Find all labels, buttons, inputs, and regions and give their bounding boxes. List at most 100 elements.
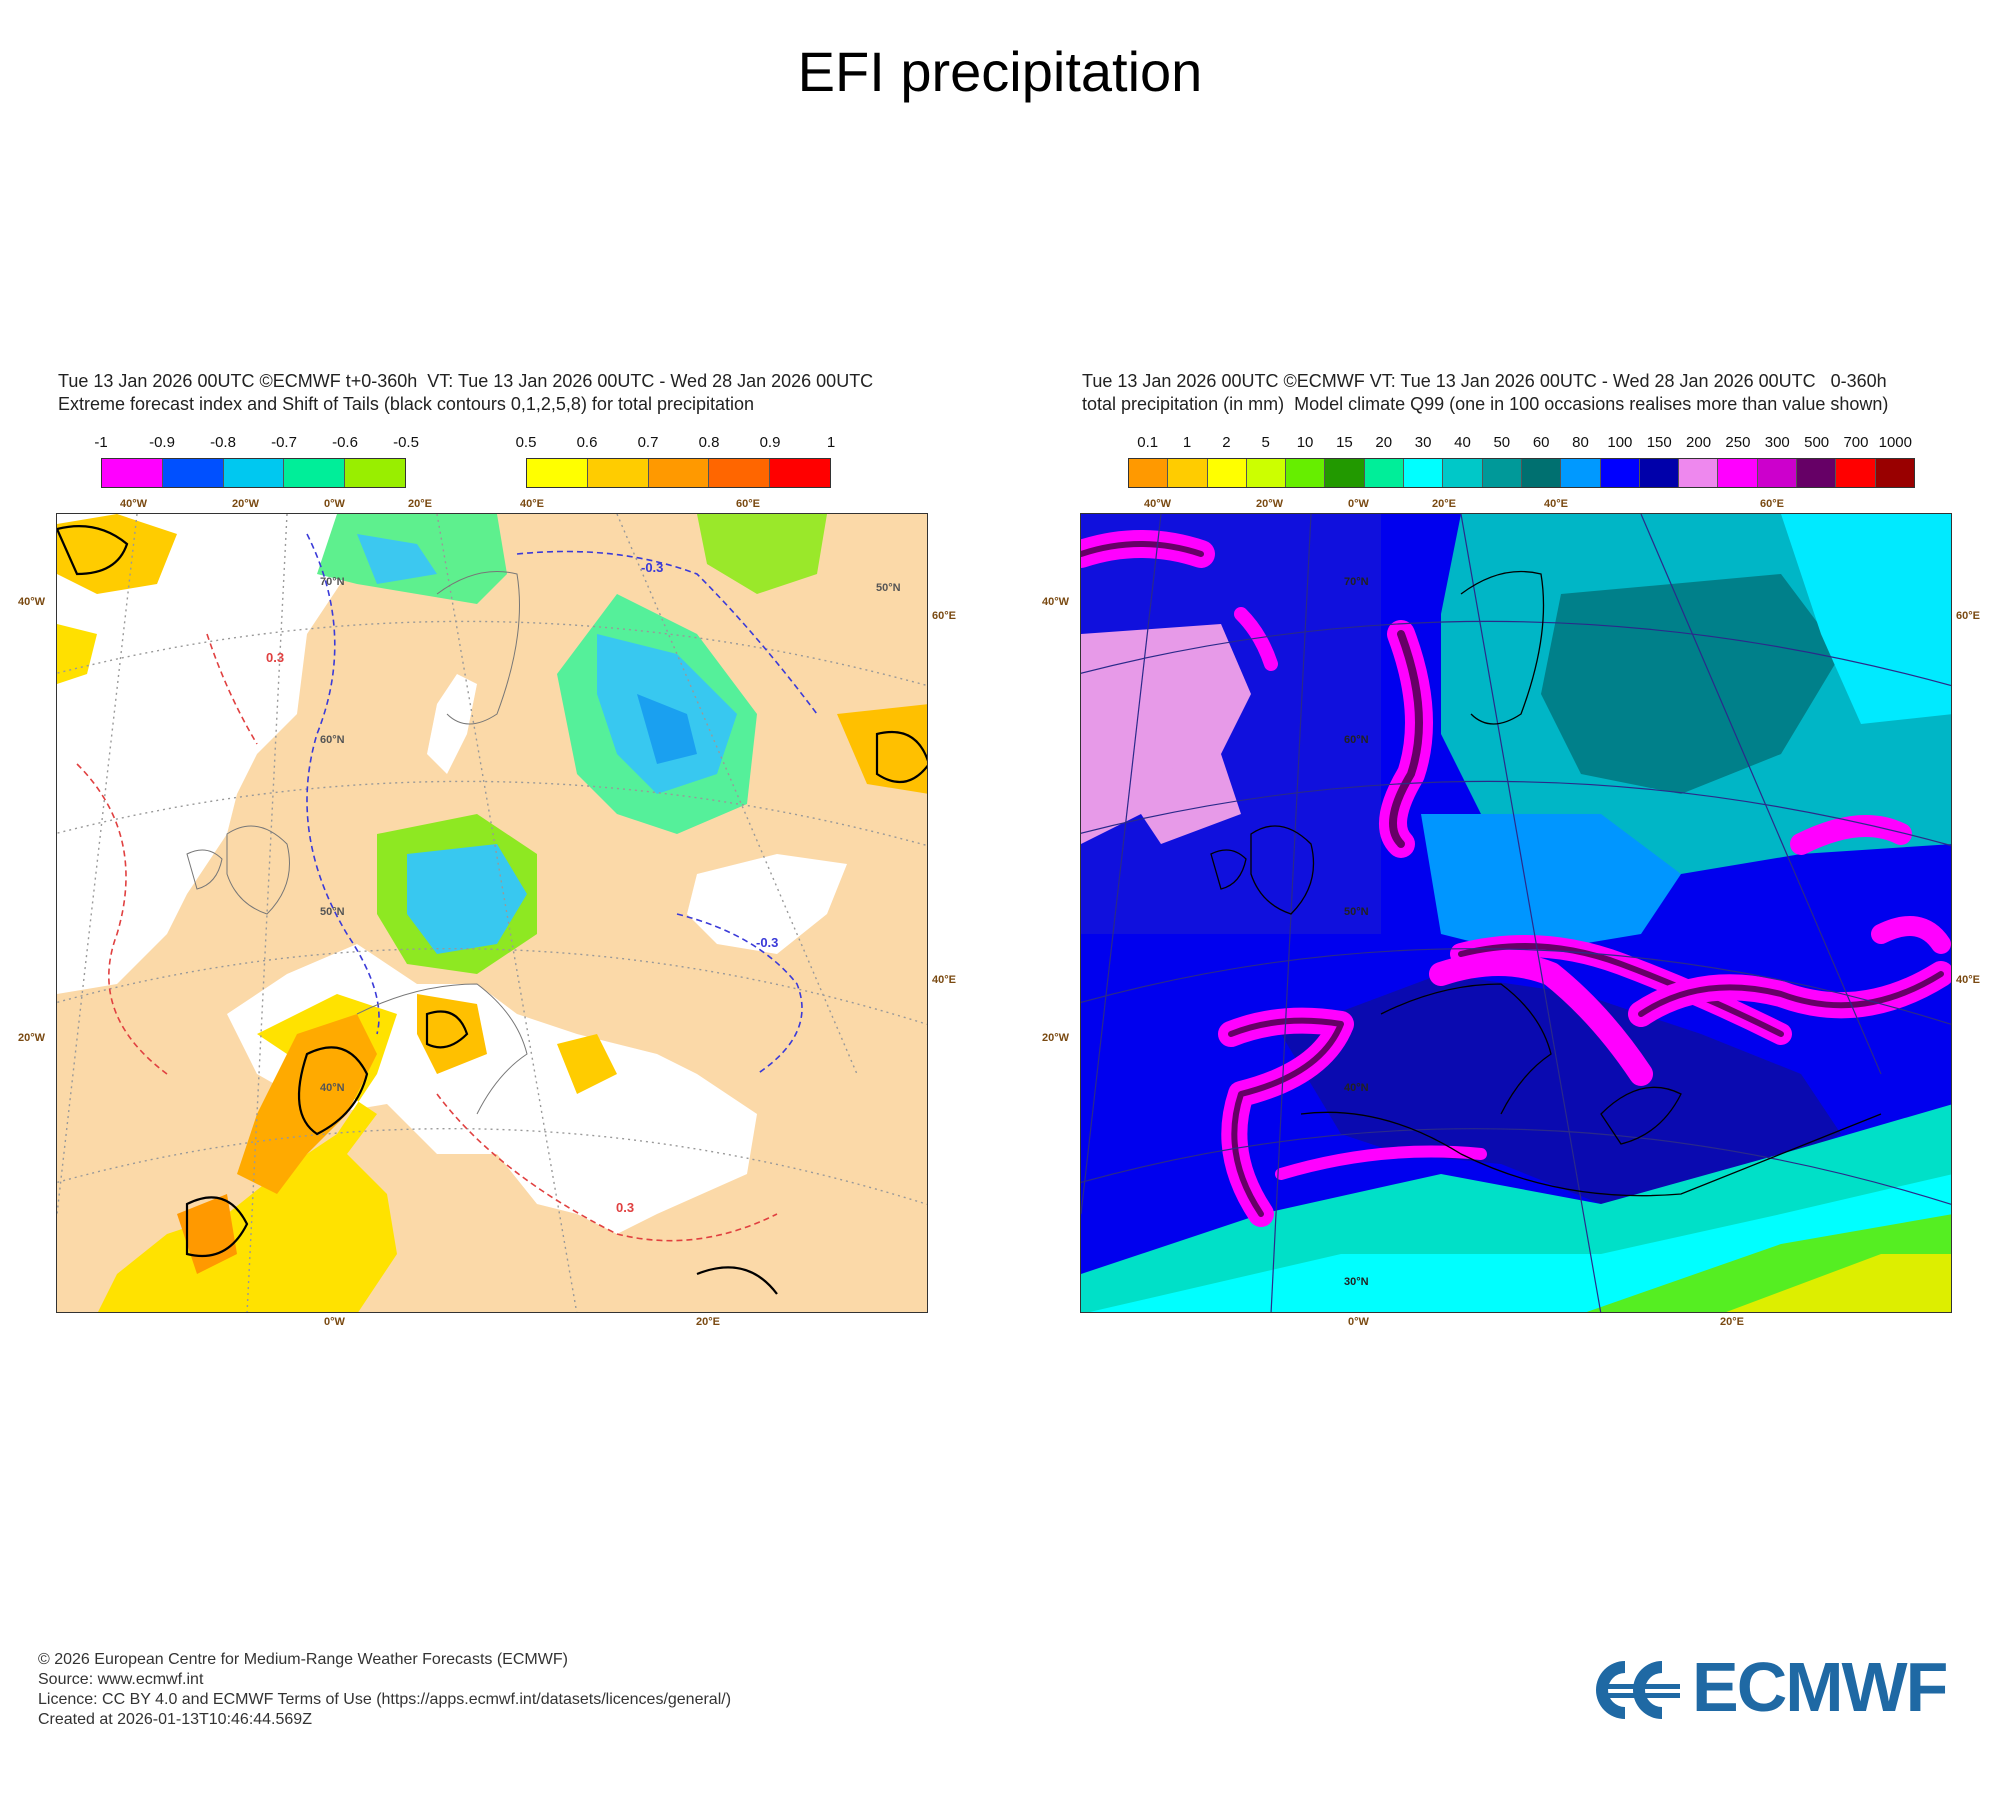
efi-lon-label-top-3: 0°W — [324, 498, 345, 510]
q99-color-15 — [1679, 459, 1719, 487]
q99-tick-3: 2 — [1222, 434, 1231, 451]
efi-positive-color-1 — [527, 459, 588, 487]
efi-lon-label-top-5: 40°E — [520, 498, 544, 510]
q99-color-3 — [1207, 459, 1247, 487]
q99-lat-label-inner-4: 40°N — [1344, 1082, 1369, 1094]
q99-tick-12: 80 — [1572, 434, 1589, 451]
q99-legend-ticks: 0.1 1 2 5 10 15 20 30 40 50 60 80 100 150 200 250 300 500… — [1128, 434, 1928, 456]
efi-negative-colorbar — [101, 458, 406, 488]
efi-lon-label-top-1: 40°W — [120, 498, 148, 510]
q99-tick-13: 100 — [1607, 434, 1633, 451]
efi-lon-label-top-2: 20°W — [232, 498, 260, 510]
efi-lon-label-bottom-1: 0°W — [324, 1316, 345, 1328]
efi-negative-color-2 — [162, 459, 224, 487]
efi-negative-legend-ticks: -1 -0.9 -0.8 -0.7 -0.6 -0.5 — [94, 434, 419, 456]
q99-tick-20: 1000 — [1878, 434, 1912, 451]
q99-tick-11: 60 — [1532, 434, 1550, 451]
efi-negative-legend: -1 -0.9 -0.8 -0.7 -0.6 -0.5 — [94, 434, 419, 494]
q99-lon-label-top-5: 40°E — [1544, 498, 1568, 510]
q99-color-11 — [1521, 459, 1562, 487]
efi-lat-label-left-1: 40°W — [18, 596, 46, 608]
efi-map-canvas — [57, 514, 927, 1312]
efi-lat-label-inner-4: 40°N — [320, 1082, 345, 1094]
q99-color-4 — [1246, 459, 1287, 487]
q99-color-10 — [1482, 459, 1522, 487]
q99-tick-5: 10 — [1296, 434, 1314, 451]
q99-colorbar — [1128, 458, 1915, 488]
efi-negative-tick-6: -0.5 — [393, 434, 419, 451]
q99-color-8 — [1404, 459, 1444, 487]
efi-map[interactable] — [56, 513, 928, 1313]
q99-tick-1: 0.1 — [1137, 434, 1159, 451]
efi-positive-color-5 — [770, 459, 830, 487]
q99-map[interactable] — [1080, 513, 1952, 1313]
efi-lat-label-right-2: 40°E — [932, 974, 956, 986]
efi-lat-label-right-1: 60°E — [932, 610, 956, 622]
q99-color-12 — [1561, 459, 1601, 487]
q99-color-13 — [1600, 459, 1640, 487]
climate-q99-panel: Tue 13 Jan 2026 00UTC ©ECMWF VT: Tue 13 … — [1042, 370, 1980, 1330]
q99-color-20 — [1875, 459, 1914, 487]
efi-lon-label-top-6: 60°E — [736, 498, 760, 510]
q99-tick-16: 250 — [1725, 434, 1751, 451]
efi-negative-tick-2: -0.9 — [149, 434, 175, 451]
q99-tick-17: 300 — [1764, 434, 1790, 451]
efi-negative-tick-1: -1 — [94, 434, 108, 451]
efi-negative-tick-3: -0.8 — [210, 434, 236, 451]
efi-negative-color-5 — [345, 459, 405, 487]
efi-positive-tick-2: 0.6 — [576, 434, 598, 451]
q99-lat-label-inner-2: 60°N — [1344, 734, 1369, 746]
footer-source: Source: www.ecmwf.int — [38, 1671, 204, 1688]
efi-positive-colorbar — [526, 458, 831, 488]
page-title: EFI precipitation — [797, 40, 1203, 103]
q99-lon-label-bottom-2: 20°E — [1720, 1316, 1744, 1328]
ecmwf-logo: ECMWF — [1590, 1648, 1970, 1726]
efi-lat-label-inner-2: 60°N — [320, 734, 345, 746]
q99-color-19 — [1836, 459, 1876, 487]
q99-color-14 — [1639, 459, 1680, 487]
q99-tick-14: 150 — [1646, 434, 1672, 451]
efi-lat-label-inner-3: 50°N — [320, 906, 345, 918]
q99-header-line1: Tue 13 Jan 2026 00UTC ©ECMWF VT: Tue 13 … — [1082, 371, 1887, 391]
efi-header-line1: Tue 13 Jan 2026 00UTC ©ECMWF t+0-360h VT… — [58, 371, 874, 391]
efi-positive-color-3 — [648, 459, 710, 487]
q99-color-6 — [1325, 459, 1365, 487]
efi-contour-label-pos-1: 0.3 — [266, 650, 285, 665]
footer-copyright: © 2026 European Centre for Medium-Range … — [38, 1651, 568, 1668]
q99-tick-19: 700 — [1843, 434, 1869, 451]
efi-positive-tick-4: 0.8 — [698, 434, 720, 451]
q99-lat-label-inner-5: 30°N — [1344, 1276, 1369, 1288]
footer-created: Created at 2026-01-13T10:46:44.569Z — [38, 1711, 312, 1728]
q99-color-5 — [1286, 459, 1326, 487]
efi-contour-label-pos-2: 0.3 — [616, 1200, 635, 1215]
q99-lon-label-top-1: 40°W — [1144, 498, 1172, 510]
efi-positive-tick-6: 1 — [826, 434, 836, 451]
q99-lat-label-left-1: 40°W — [1042, 596, 1070, 608]
efi-lat-label-inner-5: 50°N — [876, 582, 901, 594]
efi-contour-label-neg-1: -0.3 — [641, 560, 664, 575]
q99-color-17 — [1757, 459, 1798, 487]
q99-tick-15: 200 — [1686, 434, 1712, 451]
efi-lon-label-top-4: 20°E — [408, 498, 432, 510]
efi-positive-legend: 0.5 0.6 0.7 0.8 0.9 1 — [516, 434, 836, 494]
q99-color-16 — [1718, 459, 1758, 487]
efi-panel: Tue 13 Jan 2026 00UTC ©ECMWF t+0-360h VT… — [18, 370, 956, 1330]
efi-lat-label-inner-1: 70°N — [320, 576, 345, 588]
q99-lat-label-inner-1: 70°N — [1344, 576, 1369, 588]
efi-negative-color-3 — [223, 459, 285, 487]
q99-header-line2: total precipitation (in mm) Model climat… — [1082, 394, 1889, 414]
efi-header-line2: Extreme forecast index and Shift of Tail… — [58, 394, 755, 414]
efi-negative-tick-5: -0.6 — [332, 434, 358, 451]
efi-positive-color-2 — [587, 459, 649, 487]
q99-lat-label-inner-3: 50°N — [1344, 906, 1369, 918]
efi-positive-legend-ticks: 0.5 0.6 0.7 0.8 0.9 1 — [516, 434, 836, 456]
efi-lat-label-left-2: 20°W — [18, 1032, 46, 1044]
efi-negative-tick-4: -0.7 — [271, 434, 297, 451]
q99-lat-label-left-2: 20°W — [1042, 1032, 1070, 1044]
q99-lat-label-right-2: 40°E — [1956, 974, 1980, 986]
q99-tick-18: 500 — [1804, 434, 1830, 451]
q99-lon-label-bottom-1: 0°W — [1348, 1316, 1369, 1328]
q99-color-7 — [1364, 459, 1405, 487]
q99-lon-label-top-3: 0°W — [1348, 498, 1369, 510]
q99-tick-9: 40 — [1454, 434, 1471, 451]
